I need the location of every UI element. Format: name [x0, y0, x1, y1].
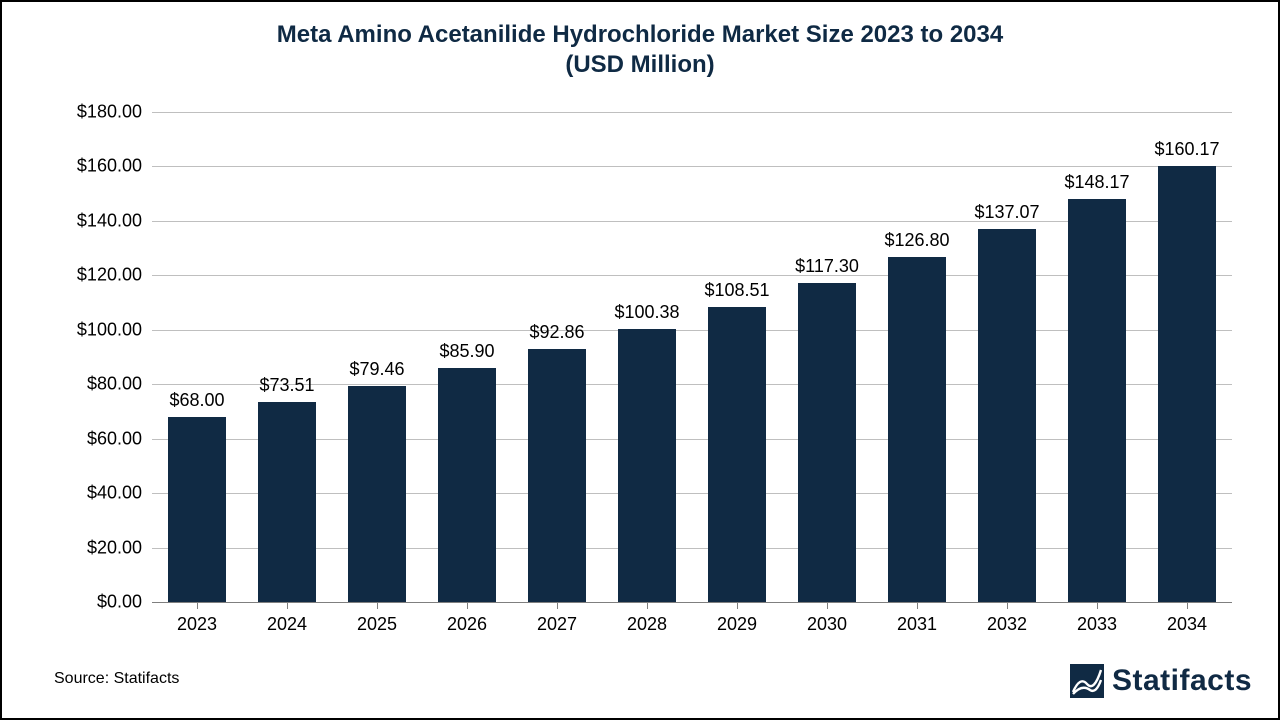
grid-line [152, 112, 1232, 113]
x-axis-tick-label: 2031 [897, 602, 937, 635]
source-text: Source: Statifacts [54, 670, 179, 688]
y-axis-tick-label: $160.00 [77, 156, 152, 177]
chart-plot-area: $0.00$20.00$40.00$60.00$80.00$100.00$120… [152, 112, 1232, 602]
y-axis-tick-label: $80.00 [87, 374, 152, 395]
bar: $126.80 [888, 257, 946, 602]
x-axis-tick-label: 2026 [447, 602, 487, 635]
bar-value-label: $92.86 [529, 322, 584, 349]
grid-line [152, 602, 1232, 603]
x-axis-tick-label: 2030 [807, 602, 847, 635]
y-axis-tick-label: $100.00 [77, 319, 152, 340]
x-axis-tick-label: 2024 [267, 602, 307, 635]
bar: $100.38 [618, 329, 676, 602]
x-axis-tick-label: 2023 [177, 602, 217, 635]
x-axis-tick-label: 2025 [357, 602, 397, 635]
bar: $92.86 [528, 349, 586, 602]
bar-value-label: $68.00 [169, 390, 224, 417]
y-axis-tick-label: $180.00 [77, 102, 152, 123]
bar-value-label: $85.90 [439, 341, 494, 368]
statifacts-icon [1070, 664, 1104, 698]
bar-value-label: $148.17 [1064, 172, 1129, 199]
x-axis-tick-label: 2029 [717, 602, 757, 635]
bar: $85.90 [438, 368, 496, 602]
bar-value-label: $100.38 [614, 302, 679, 329]
bar-value-label: $160.17 [1154, 139, 1219, 166]
chart-frame: Meta Amino Acetanilide Hydrochloride Mar… [0, 0, 1280, 720]
y-axis-tick-label: $20.00 [87, 537, 152, 558]
bar-value-label: $73.51 [259, 375, 314, 402]
bar-value-label: $108.51 [704, 280, 769, 307]
x-axis-tick-label: 2027 [537, 602, 577, 635]
bar: $148.17 [1068, 199, 1126, 602]
y-axis-tick-label: $120.00 [77, 265, 152, 286]
x-axis-tick-label: 2028 [627, 602, 667, 635]
y-axis-tick-label: $0.00 [97, 592, 152, 613]
bar: $68.00 [168, 417, 226, 602]
x-axis-tick-label: 2033 [1077, 602, 1117, 635]
x-axis-tick-label: 2032 [987, 602, 1027, 635]
chart-title-line2: (USD Million) [565, 51, 714, 78]
bar: $79.46 [348, 386, 406, 602]
brand-logo: Statifacts [1070, 664, 1252, 698]
bar-value-label: $137.07 [974, 202, 1039, 229]
y-axis-tick-label: $40.00 [87, 483, 152, 504]
bar: $160.17 [1158, 166, 1216, 602]
brand-text: Statifacts [1112, 664, 1252, 698]
grid-line [152, 166, 1232, 167]
bar: $108.51 [708, 307, 766, 602]
bar-value-label: $126.80 [884, 230, 949, 257]
y-axis-tick-label: $60.00 [87, 428, 152, 449]
bar: $73.51 [258, 402, 316, 602]
bar-value-label: $79.46 [349, 359, 404, 386]
y-axis-tick-label: $140.00 [77, 210, 152, 231]
bar: $117.30 [798, 283, 856, 602]
bar: $137.07 [978, 229, 1036, 602]
bar-value-label: $117.30 [795, 256, 859, 283]
chart-title: Meta Amino Acetanilide Hydrochloride Mar… [2, 20, 1278, 80]
chart-title-line1: Meta Amino Acetanilide Hydrochloride Mar… [277, 21, 1003, 48]
x-axis-tick-label: 2034 [1167, 602, 1207, 635]
